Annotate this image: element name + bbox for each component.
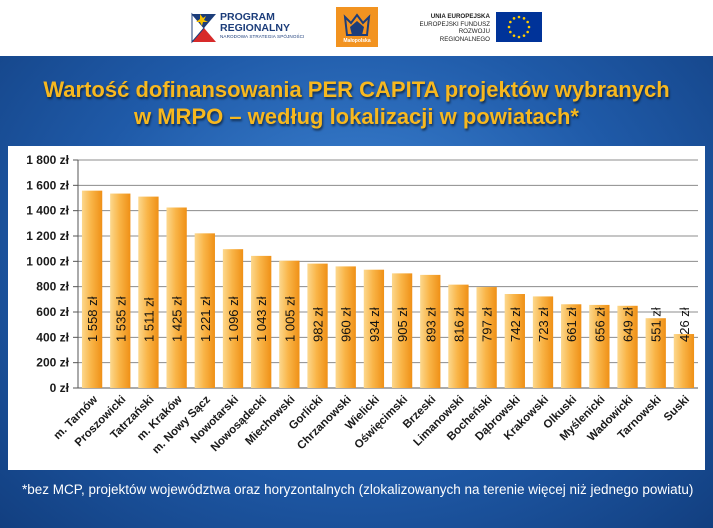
bar — [279, 260, 300, 388]
y-tick-label: 600 zł — [36, 305, 69, 319]
bar-value-label: 1 221 zł — [198, 296, 213, 342]
bar — [391, 273, 413, 388]
bar — [138, 196, 159, 388]
y-tick-label: 1 200 zł — [26, 229, 69, 243]
program-logo-line2: REGIONALNY — [220, 22, 291, 34]
bar — [81, 190, 103, 388]
bar-value-label: 1 096 zł — [226, 296, 241, 342]
bar — [476, 287, 497, 388]
bar-value-label: 649 zł — [621, 307, 636, 342]
bar-value-label: 893 zł — [423, 307, 438, 342]
bar-value-label: 934 zł — [367, 307, 382, 342]
eu-star-icon — [507, 25, 511, 29]
slide-title-line1: Wartość dofinansowania PER CAPITA projek… — [43, 77, 670, 102]
eu-star-icon — [509, 30, 512, 34]
bar — [561, 304, 582, 388]
eu-star-icon — [509, 20, 512, 24]
program-regionalny-logo — [191, 12, 216, 44]
bar — [645, 318, 666, 388]
eu-star-icon — [512, 17, 516, 20]
eu-star-icon — [527, 25, 531, 29]
bar — [222, 249, 244, 388]
eu-logo-text: UNIA EUROPEJSKA EUROPEJSKI FUNDUSZ ROZWO… — [408, 13, 490, 43]
bar — [251, 255, 272, 388]
bar-value-label: 661 zł — [564, 307, 579, 342]
bar-value-label: 656 zł — [592, 307, 607, 342]
eu-star-icon — [512, 34, 516, 37]
y-tick-label: 1 400 zł — [26, 204, 69, 218]
bar — [532, 296, 554, 388]
data-labels: 1 558 zł 1 535 zł 1 511 zł 1 425 zł 1 221 zł… — [85, 296, 692, 342]
eu-line2: EUROPEJSKI FUNDUSZ — [419, 20, 490, 28]
bar — [673, 334, 695, 388]
slide-title: Wartość dofinansowania PER CAPITA projek… — [0, 76, 713, 130]
footnote: *bez MCP, projektów województwa oraz hor… — [22, 482, 694, 497]
eu-star-icon — [522, 17, 526, 20]
bar-value-label: 960 zł — [339, 307, 354, 342]
bar-value-label: 905 zł — [395, 307, 410, 342]
program-logo-line1: PROGRAM — [220, 11, 275, 23]
eu-line3: ROZWOJU REGIONALNEGO — [439, 28, 490, 43]
program-logo-text: PROGRAM REGIONALNY — [220, 12, 290, 34]
slide-title-line2: w MRPO – według lokalizacji w powiatach* — [134, 104, 579, 129]
bar-value-label: 1 511 zł — [141, 297, 156, 342]
bar-value-label: 1 043 zł — [254, 296, 269, 342]
bar-value-label: 551 zł — [649, 307, 664, 342]
program-logo-sub: NARODOWA STRATEGIA SPÓJNOŚCI — [220, 34, 305, 39]
bar-value-label: 816 zł — [451, 307, 466, 342]
bar — [617, 305, 638, 388]
bar-value-label: 426 zł — [677, 307, 692, 342]
eu-star-icon — [526, 20, 529, 24]
eu-line1: UNIA EUROPEJSKA — [430, 13, 490, 20]
y-tick-label: 0 zł — [50, 381, 70, 395]
bar-value-label: 982 zł — [311, 307, 326, 342]
y-tick-label: 400 zł — [36, 330, 69, 344]
bar — [448, 284, 469, 388]
bar-value-label: 1 425 zł — [170, 296, 185, 342]
y-tick-label: 1 000 zł — [26, 254, 69, 268]
bar-chart: 0 zł 200 zł 400 zł 600 zł 800 zł 1 000 zł 1 20… — [26, 153, 698, 456]
bar — [166, 207, 187, 388]
bar-value-label: 797 zł — [480, 307, 495, 342]
eu-star-icon — [522, 34, 526, 37]
bar — [589, 304, 610, 388]
eu-star-icon — [517, 35, 521, 39]
bar-value-label: 723 zł — [536, 307, 551, 342]
y-tick-label: 1 600 zł — [26, 178, 69, 192]
y-tick-label: 1 800 zł — [26, 153, 69, 167]
malopolska-logo — [336, 7, 378, 47]
bar-value-label: 742 zł — [508, 307, 523, 342]
category-label: Suski — [662, 394, 692, 424]
eu-flag-icon — [496, 12, 542, 42]
bar-value-label: 1 005 zł — [282, 296, 297, 342]
y-tick-label: 200 zł — [36, 356, 69, 370]
bar — [504, 294, 525, 388]
eu-star-icon — [526, 30, 529, 34]
malopolska-crown-icon — [343, 13, 371, 36]
bar-value-label: 1 535 zł — [113, 296, 128, 342]
bar — [194, 233, 215, 388]
bar — [420, 274, 441, 388]
malopolska-logo-text: Małopolska — [343, 38, 371, 44]
bar-value-label: 1 558 zł — [85, 296, 100, 342]
bar — [335, 266, 356, 388]
logo-bar: PROGRAM REGIONALNY NARODOWA STRATEGIA SP… — [0, 0, 713, 56]
chart-panel: 0 zł 200 zł 400 zł 600 zł 800 zł 1 000 zł 1 20… — [8, 146, 705, 470]
y-tick-label: 800 zł — [36, 280, 69, 294]
bar — [307, 263, 328, 388]
bars — [81, 190, 695, 388]
bar — [110, 193, 131, 388]
bar — [363, 269, 385, 388]
eu-star-icon — [517, 15, 521, 19]
